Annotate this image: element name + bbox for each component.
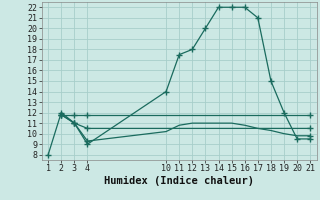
X-axis label: Humidex (Indice chaleur): Humidex (Indice chaleur) [104, 176, 254, 186]
